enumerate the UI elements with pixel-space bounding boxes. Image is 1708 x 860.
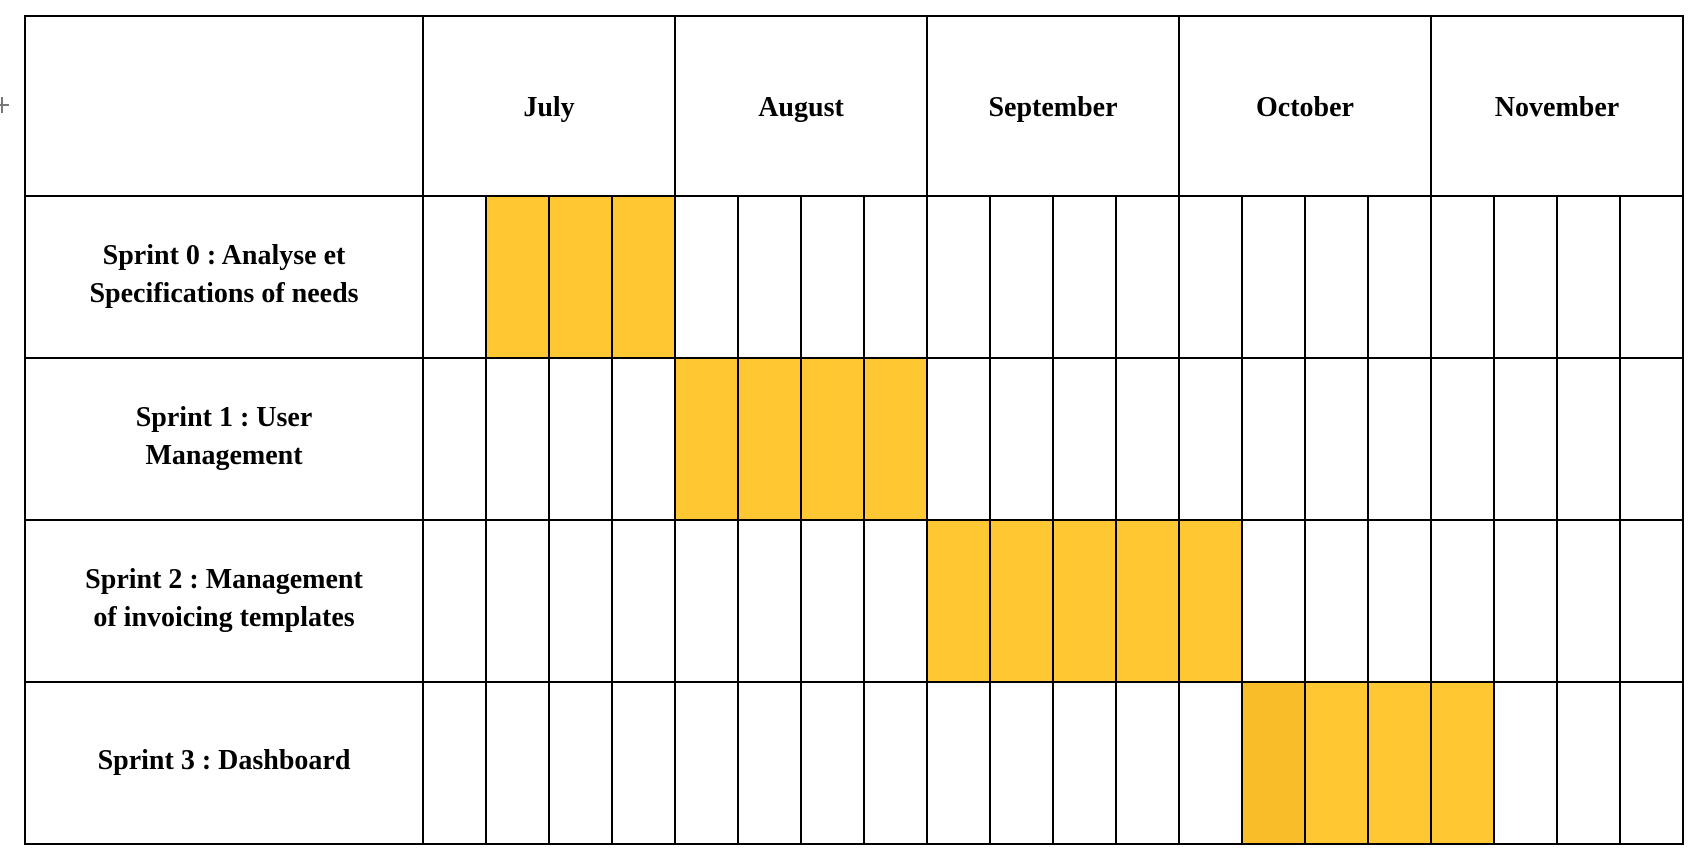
gantt-bar-cell-sprint0-week1	[486, 196, 549, 358]
gantt-bar-cell-sprint3-week16	[1431, 682, 1494, 844]
task-label-sprint3-line0: Sprint 3 : Dashboard	[98, 745, 351, 776]
task-label-sprint0-line1: Specifications of needs	[89, 278, 358, 309]
gantt-bar-cell-sprint2-week10	[1053, 520, 1116, 682]
gantt-bar-cell-sprint3-week15	[1368, 682, 1431, 844]
gantt-bar-cell-sprint2-week8	[927, 520, 990, 682]
gantt-bar-cell-sprint3-week14	[1305, 682, 1368, 844]
gantt-bar-cell-sprint2-week9	[990, 520, 1053, 682]
gantt-bar-cell-sprint2-week11	[1116, 520, 1179, 682]
gantt-bar-cell-sprint0-week2	[549, 196, 612, 358]
gantt-bar-cell-sprint1-week5	[738, 358, 801, 520]
gantt-bar-cell-sprint2-week12	[1179, 520, 1242, 682]
gantt-bar-cell-sprint0-week3	[612, 196, 675, 358]
task-label-sprint0-line0: Sprint 0 : Analyse et	[103, 240, 346, 271]
month-header-august: August	[758, 92, 844, 123]
task-label-sprint1-line1: Management	[145, 440, 303, 471]
task-label-sprint1-line0: Sprint 1 : User	[136, 402, 313, 433]
gantt-bar-cell-sprint3-week13	[1242, 682, 1305, 844]
month-header-october: October	[1256, 92, 1354, 123]
task-label-sprint2-line0: Sprint 2 : Management	[85, 564, 363, 595]
gantt-bar-cell-sprint1-week7	[864, 358, 927, 520]
gantt-bar-cell-sprint1-week4	[675, 358, 738, 520]
gantt-bar-cell-sprint1-week6	[801, 358, 864, 520]
month-header-november: November	[1495, 92, 1619, 123]
month-header-july: July	[523, 92, 574, 123]
edge-plus-mark	[0, 94, 10, 116]
task-label-sprint2-line1: of invoicing templates	[93, 602, 354, 633]
month-header-september: September	[988, 92, 1117, 123]
